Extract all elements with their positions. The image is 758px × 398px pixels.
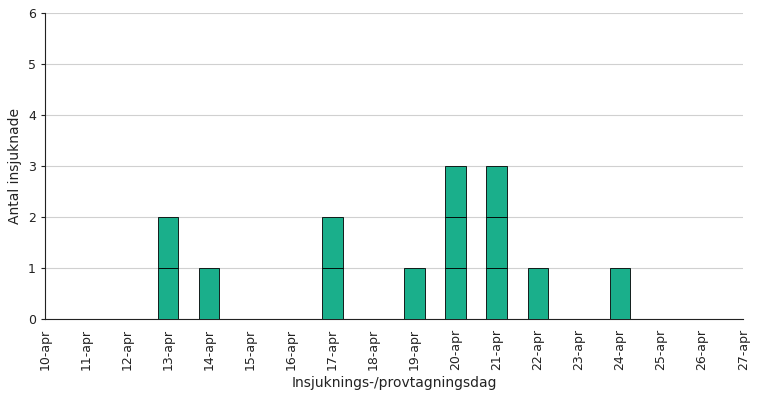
Bar xyxy=(322,268,343,319)
Bar xyxy=(487,166,507,217)
Bar xyxy=(199,268,220,319)
Bar xyxy=(528,268,548,319)
Bar xyxy=(158,268,178,319)
Bar xyxy=(446,217,466,268)
Bar xyxy=(609,268,630,319)
Bar xyxy=(404,268,424,319)
Bar xyxy=(487,268,507,319)
X-axis label: Insjuknings-/provtagningsdag: Insjuknings-/provtagningsdag xyxy=(291,376,496,390)
Bar xyxy=(446,166,466,217)
Y-axis label: Antal insjuknade: Antal insjuknade xyxy=(8,108,22,224)
Bar xyxy=(487,217,507,268)
Bar xyxy=(446,268,466,319)
Bar xyxy=(158,217,178,268)
Bar xyxy=(322,217,343,268)
